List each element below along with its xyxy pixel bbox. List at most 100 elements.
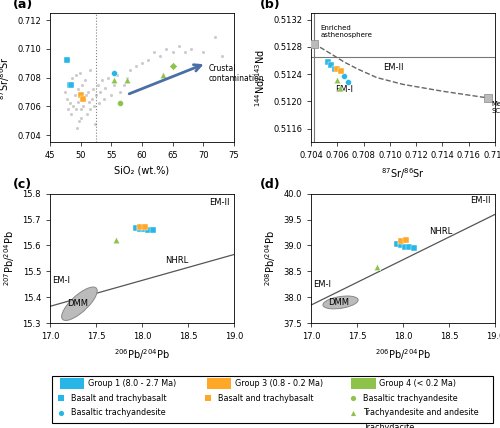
Text: Group 3 (0.8 - 0.2 Ma): Group 3 (0.8 - 0.2 Ma) (234, 379, 323, 388)
Text: Group 1 (8.0 - 2.7 Ma): Group 1 (8.0 - 2.7 Ma) (88, 379, 176, 388)
Point (78, 114, 86, 121)
Point (74, 86, 82, 92)
Y-axis label: $^{87}$Sr/$^{86}$Sr: $^{87}$Sr/$^{86}$Sr (0, 56, 12, 100)
Point (402, 237, 410, 244)
Text: NHRL: NHRL (429, 227, 452, 236)
Point (199, 48, 207, 55)
Point (85, 98, 93, 105)
Text: Basalt and trachybasalt: Basalt and trachybasalt (218, 394, 314, 403)
Y-axis label: $^{207}$Pb/$^{204}$Pb: $^{207}$Pb/$^{204}$Pb (2, 231, 17, 286)
Point (70, 103, 78, 110)
Point (126, 67, 134, 74)
Point (212, 34, 220, 41)
Point (79, 96, 87, 103)
Text: EM-I: EM-I (313, 280, 331, 289)
Point (324, 59, 332, 65)
Point (338, 67, 345, 74)
Bar (206, 378, 231, 389)
Point (334, 65, 342, 72)
Point (150, 48, 158, 55)
Point (138, 60, 146, 67)
Point (88, 96, 96, 103)
Point (96, 89, 104, 95)
Point (140, 223, 148, 230)
Point (344, 79, 352, 86)
Point (114, 71, 122, 78)
Point (89, 86, 97, 92)
Point (132, 62, 140, 69)
Point (63, 57, 71, 64)
Text: (a): (a) (13, 0, 34, 11)
Point (104, 74, 112, 81)
Point (174, 42, 182, 49)
Text: EM-I: EM-I (335, 85, 353, 94)
Point (168, 62, 176, 69)
Point (410, 244, 418, 251)
Point (72, 71, 80, 78)
Point (401, 243, 409, 250)
Text: Group 4 (< 0.2 Ma): Group 4 (< 0.2 Ma) (380, 379, 456, 388)
Point (66, 81, 74, 88)
Text: Trachydacite: Trachydacite (363, 423, 414, 428)
Text: Trachyandesite and andesite: Trachyandesite and andesite (363, 408, 478, 417)
Point (68, 74, 76, 81)
Point (90, 120, 98, 127)
Point (397, 242, 405, 249)
Y-axis label: $^{208}$Pb/$^{204}$Pb: $^{208}$Pb/$^{204}$Pb (263, 231, 278, 286)
Point (68, 110, 76, 117)
Point (348, 424, 356, 428)
Point (116, 89, 124, 95)
Point (374, 264, 382, 270)
Point (110, 77, 118, 84)
Text: (b): (b) (260, 0, 280, 11)
Text: DMM: DMM (67, 299, 88, 308)
Point (57, 395, 65, 401)
Point (144, 57, 152, 64)
Text: (c): (c) (13, 178, 32, 191)
Text: DMM: DMM (328, 298, 349, 307)
Point (484, 95, 492, 101)
Text: EM-II: EM-II (384, 63, 404, 72)
Point (84, 89, 92, 95)
Point (310, 40, 318, 47)
Point (81, 77, 89, 84)
Point (73, 125, 81, 131)
Text: EM-I: EM-I (52, 276, 70, 285)
FancyBboxPatch shape (52, 375, 493, 423)
Point (95, 100, 103, 107)
Text: Basaltic trachyandesite: Basaltic trachyandesite (363, 394, 458, 403)
Point (397, 238, 405, 245)
Point (340, 72, 348, 79)
Point (57, 410, 65, 416)
Text: Basaltic trachyandesite: Basaltic trachyandesite (72, 408, 166, 417)
Point (63, 96, 71, 103)
Point (100, 96, 108, 103)
Text: Enriched
asthenosphere: Enriched asthenosphere (320, 25, 372, 38)
Point (187, 45, 195, 52)
Point (82, 92, 90, 98)
Point (66, 100, 74, 107)
Point (110, 81, 118, 88)
Point (76, 92, 84, 98)
Point (168, 48, 176, 55)
Point (78, 81, 86, 88)
Point (92, 92, 100, 98)
Text: EM-II: EM-II (209, 198, 230, 207)
Point (86, 67, 94, 74)
Point (112, 236, 120, 243)
Point (76, 117, 84, 124)
Point (72, 106, 80, 113)
Point (116, 100, 124, 107)
Point (204, 395, 212, 401)
Point (79, 103, 87, 110)
Point (162, 45, 170, 52)
Point (348, 395, 356, 401)
X-axis label: SiO₂ (wt.%): SiO₂ (wt.%) (114, 166, 170, 176)
Point (160, 71, 168, 78)
Point (98, 77, 106, 84)
Point (76, 70, 84, 77)
Point (136, 223, 144, 230)
Point (120, 81, 128, 88)
Point (392, 241, 400, 247)
Point (80, 96, 88, 103)
